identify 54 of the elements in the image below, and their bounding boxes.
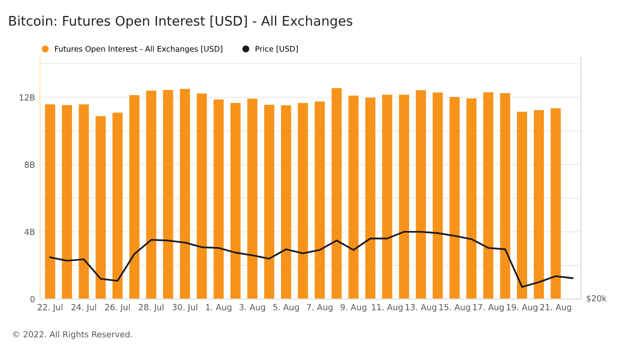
bar	[112, 112, 123, 299]
x-tick-label: 30. Jul	[172, 304, 198, 312]
bar	[281, 105, 292, 299]
bar	[45, 104, 56, 299]
bar	[466, 98, 477, 299]
bar	[96, 116, 106, 299]
x-tick-label: 21. Aug	[540, 304, 572, 312]
bar	[382, 94, 392, 299]
x-tick-label: 19. Aug	[506, 304, 538, 312]
bar	[500, 93, 510, 299]
bar	[348, 96, 359, 299]
bar	[62, 105, 72, 299]
x-tick-label: 11. Aug	[372, 304, 403, 312]
x-tick-label: 17. Aug	[473, 304, 504, 312]
chart-title: Bitcoin: Futures Open Interest [USD] - All Exchanges	[9, 16, 352, 28]
bar	[432, 92, 443, 299]
bar	[450, 96, 460, 299]
bar	[264, 104, 274, 299]
bar	[483, 92, 494, 299]
y-tick-label: 4B	[24, 228, 35, 235]
x-tick-label: 15. Aug	[439, 304, 470, 312]
y-tick-label: 12B	[20, 94, 35, 100]
bar	[550, 108, 561, 299]
bar	[78, 104, 89, 299]
text: © 2022. All Rights Reserved.	[13, 330, 132, 340]
x-tick-label: 5. Aug	[273, 304, 299, 312]
x-tick-label: 28. Jul	[138, 304, 164, 312]
bar	[129, 95, 140, 299]
x-tick-label: 3. Aug	[240, 304, 266, 312]
x-tick-label: 9. Aug	[340, 304, 366, 312]
bar	[332, 88, 342, 299]
bar	[398, 94, 410, 299]
bar	[298, 103, 308, 299]
x-tick-label: 24. Jul	[71, 304, 96, 312]
bar	[516, 112, 528, 299]
y-tick-label: 8B	[24, 162, 35, 168]
x-tick-label: 7. Aug	[307, 304, 332, 312]
y-tick-label: 0	[30, 296, 35, 302]
x-tick-label: 26. Jul	[105, 304, 130, 312]
bar	[365, 98, 376, 299]
x-tick-label: 1. Aug	[206, 304, 232, 312]
bar	[146, 90, 156, 299]
bar	[163, 90, 174, 299]
text: $20k	[586, 294, 607, 303]
bar	[534, 110, 544, 299]
bar	[247, 98, 258, 299]
bar	[230, 103, 241, 299]
x-tick-label: 13. Aug	[406, 304, 436, 312]
bar	[196, 93, 207, 299]
bar	[180, 88, 190, 299]
bar	[214, 100, 224, 299]
bar	[314, 102, 325, 299]
bar	[416, 90, 426, 299]
x-tick-label: 22. Jul	[38, 304, 62, 312]
